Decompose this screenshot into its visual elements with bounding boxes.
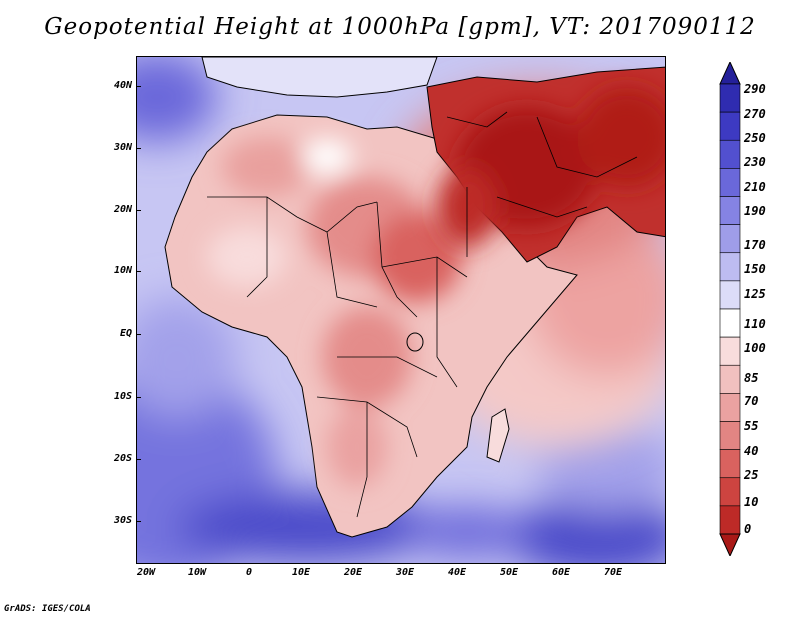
colorbar-label-110: 110 xyxy=(744,317,766,331)
colorbar-label-85: 85 xyxy=(744,371,759,385)
lon-label-40e: 40E xyxy=(447,567,467,578)
colorbar-label-70: 70 xyxy=(744,394,759,408)
colorbar-bottom-arrow xyxy=(719,533,741,556)
y-tick xyxy=(136,521,141,522)
land-shading xyxy=(207,137,462,487)
lon-label-30e: 30E xyxy=(395,567,415,578)
colorbar-segment xyxy=(719,168,741,197)
colorbar-label-270: 270 xyxy=(744,107,766,121)
lat-label-10n: 10N xyxy=(113,265,132,276)
colorbar-label-125: 125 xyxy=(744,287,766,301)
colorbar-segment xyxy=(719,139,741,169)
lat-label-20n: 20N xyxy=(113,204,132,215)
lon-label-10w: 10W xyxy=(187,567,207,578)
colorbar-label-230: 230 xyxy=(744,155,766,169)
lon-label-70e: 70E xyxy=(603,567,623,578)
colorbar-label-150: 150 xyxy=(744,262,766,276)
colorbar-label-290: 290 xyxy=(744,82,766,96)
y-tick xyxy=(136,334,141,335)
colorbar-label-55: 55 xyxy=(744,419,759,433)
y-tick xyxy=(136,148,141,149)
lon-label-0: 0 xyxy=(245,567,253,578)
y-tick xyxy=(136,397,141,398)
lon-label-50e: 50E xyxy=(499,567,519,578)
colorbar-label-40: 40 xyxy=(744,444,759,458)
lat-label-30s: 30S xyxy=(113,515,132,526)
lake-victoria xyxy=(406,332,424,352)
colorbar-label-100: 100 xyxy=(744,341,766,355)
map-title: Geopotential Height at 1000hPa [gpm], VT… xyxy=(44,14,756,40)
colorbar-segment xyxy=(719,336,741,366)
lat-label-20s: 20S xyxy=(113,453,132,464)
colorbar-label-210: 210 xyxy=(744,180,766,194)
colorbar-label-25: 25 xyxy=(744,468,759,482)
colorbar-label-190: 190 xyxy=(744,204,766,218)
colorbar-segment xyxy=(719,477,741,507)
lat-label-eq: EQ xyxy=(119,328,132,339)
colorbar xyxy=(719,62,741,556)
lat-label-10s: 10S xyxy=(113,391,132,402)
grads-credit: GrADS: IGES/COLA xyxy=(4,604,91,614)
lat-label-40n: 40N xyxy=(113,80,132,91)
lat-label-30n: 30N xyxy=(113,142,132,153)
colorbar-segment xyxy=(719,449,741,479)
colorbar-segment xyxy=(719,83,741,113)
colorbar-label-10: 10 xyxy=(744,495,759,509)
colorbar-label-0: 0 xyxy=(744,522,752,536)
y-tick xyxy=(136,459,141,460)
madagascar xyxy=(486,408,510,463)
lon-label-10e: 10E xyxy=(291,567,311,578)
country-borders xyxy=(207,111,638,518)
colorbar-label-170: 170 xyxy=(744,238,766,252)
colorbar-segment xyxy=(719,308,741,338)
map-frame xyxy=(136,56,666,564)
europe-landmass xyxy=(201,57,438,98)
colorbar-segment xyxy=(719,224,741,254)
colorbar-segment xyxy=(719,393,741,422)
colorbar-segment xyxy=(719,196,741,225)
colorbar-segment xyxy=(719,421,741,450)
colorbar-segment xyxy=(719,280,741,310)
colorbar-top-arrow xyxy=(719,62,741,85)
colorbar-segments xyxy=(719,62,741,556)
lon-label-20w: 20W xyxy=(136,567,156,578)
colorbar-label-250: 250 xyxy=(744,131,766,145)
colorbar-segment xyxy=(719,505,741,535)
colorbar-segment xyxy=(719,111,741,141)
map-canvas xyxy=(137,57,665,563)
lon-label-20e: 20E xyxy=(343,567,363,578)
y-tick xyxy=(136,210,141,211)
colorbar-segment xyxy=(719,364,741,394)
lon-label-60e: 60E xyxy=(551,567,571,578)
y-tick xyxy=(136,271,141,272)
y-tick xyxy=(136,86,141,87)
colorbar-segment xyxy=(719,252,741,282)
